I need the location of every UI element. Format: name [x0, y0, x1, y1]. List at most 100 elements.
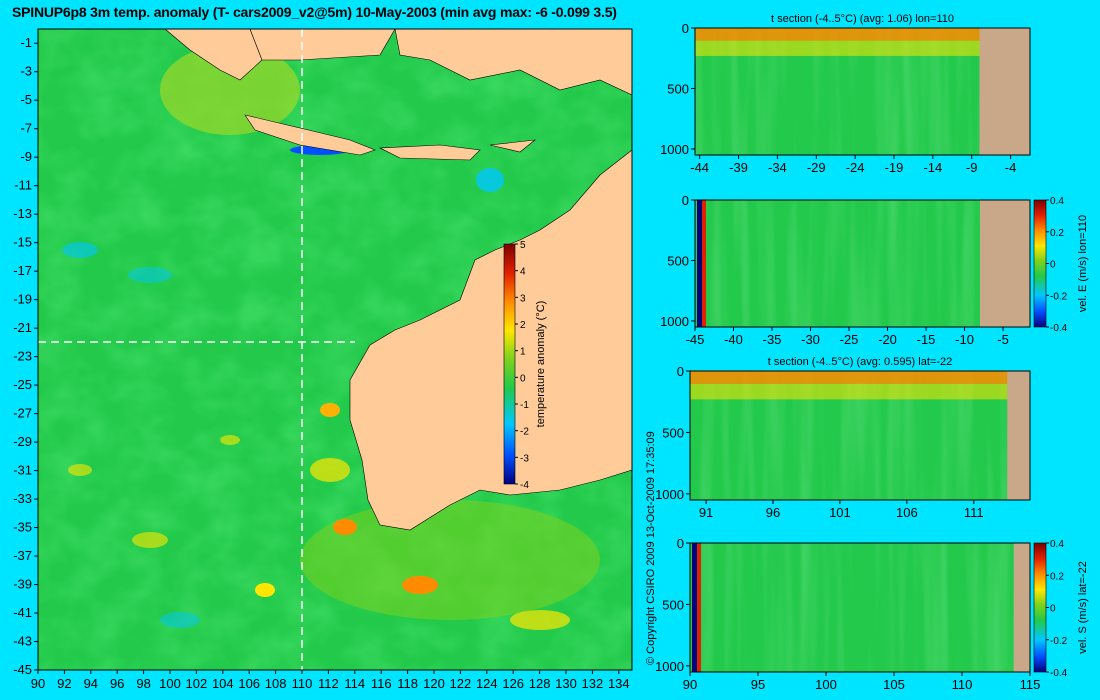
section-y-tick-label: 0 — [677, 364, 684, 379]
section-y-tick-label: 0 — [682, 21, 689, 36]
section-colorbar-tick-label: -0.4 — [1050, 323, 1068, 334]
section-land-mask — [1013, 543, 1030, 672]
map-colorbar-tick-label: -1 — [520, 400, 529, 411]
map-colorbar-tick-label: 3 — [520, 293, 526, 304]
section-x-tick-label: 100 — [815, 677, 837, 692]
section-frame — [694, 199, 1031, 328]
map-x-tick-label: 96 — [110, 676, 124, 691]
section-y-tick-label: 1000 — [660, 314, 689, 329]
map-x-tick-label: 104 — [212, 676, 234, 691]
section-x-tick-label: 96 — [766, 505, 780, 520]
section-x-tick-label: -5 — [997, 332, 1009, 347]
section-colorbar-tick-label: 0 — [1050, 260, 1056, 271]
map-colorbar-tick-label: 5 — [520, 240, 526, 251]
section-frame — [689, 370, 1031, 501]
map-x-tick-label: 134 — [608, 676, 630, 691]
section-frame — [689, 542, 1031, 673]
map-y-tick-label: -25 — [13, 377, 32, 392]
section-thermocline — [690, 383, 1030, 400]
section-frame — [694, 27, 1031, 156]
section-x-tick-label: -29 — [807, 160, 826, 175]
land-java — [244, 114, 376, 156]
section-colorbar-tick-label: -0.4 — [1050, 668, 1068, 679]
section-x-tick-label: -9 — [966, 160, 978, 175]
map-y-tick-label: -7 — [20, 121, 32, 136]
section-texture — [695, 200, 1030, 327]
section-edge-current — [697, 200, 702, 327]
map-y-tick-label: -15 — [13, 235, 32, 250]
map-y-tick-label: -3 — [20, 64, 32, 79]
map-x-tick-label: 124 — [476, 676, 498, 691]
map-x-tick-label: 116 — [371, 676, 392, 691]
section-y-tick-label: 0 — [682, 193, 689, 208]
map-y-tick-label: -23 — [13, 349, 32, 364]
map-x-tick-label: 102 — [186, 676, 208, 691]
map-x-tick-label: 120 — [423, 676, 445, 691]
section-section_velE_lon110: -45 -40 -35 -30 -25 -20 -15 -10 -5 0 500 1000 0.4 0.2… — [660, 193, 1089, 347]
section-y-tick-label: 1000 — [655, 487, 684, 502]
section-x-tick-label: -4 — [1005, 160, 1017, 175]
map-y-tick-label: -45 — [13, 662, 32, 677]
map-colorbar-tick-label: 1 — [520, 347, 526, 358]
map-y-tick-label: -5 — [20, 92, 32, 107]
section-land-mask — [979, 28, 1030, 155]
section-x-tick-label: -44 — [690, 160, 709, 175]
map-y-tick-label: -39 — [13, 577, 32, 592]
map-y-tick-label: -17 — [13, 263, 32, 278]
section-colorbar-tick-label: 0.4 — [1050, 196, 1064, 207]
section-x-tick-label: -25 — [840, 332, 859, 347]
section-panels: t section (-4..5°C) (avg: 1.06) lon=110 -… — [655, 13, 1089, 692]
section-x-tick-label: 111 — [964, 505, 984, 520]
map-y-tick-label: -9 — [20, 149, 32, 164]
section-colorbar-tick-label: 0.4 — [1050, 539, 1064, 550]
section-x-tick-label: 91 — [699, 505, 713, 520]
section-x-tick-label: -20 — [878, 332, 897, 347]
map-y-tick-label: -1 — [20, 35, 32, 50]
map-colorbar-tick-label: 0 — [520, 373, 526, 384]
section-thermocline — [695, 40, 1030, 56]
section-y-tick-label: 500 — [662, 425, 684, 440]
map-y-tick-label: -35 — [13, 520, 32, 535]
map-colorbar-label: temperature anomaly (°C) — [535, 301, 547, 428]
land-timor — [489, 139, 536, 153]
section-x-tick-label: -15 — [917, 332, 936, 347]
map-x-tick-label: 122 — [450, 676, 472, 691]
map-colorbar-tick-label: 4 — [520, 267, 526, 278]
land-borneo — [249, 28, 396, 61]
map-y-tick-label: -11 — [14, 178, 32, 193]
map-x-tick-label: 118 — [397, 676, 418, 691]
map-x-tick-label: 114 — [344, 676, 365, 691]
land-masses — [164, 28, 633, 531]
section-colorbar-tick-label: -0.2 — [1050, 636, 1068, 647]
map-x-tick-label: 100 — [159, 676, 181, 691]
map-x-tick-label: 128 — [529, 676, 551, 691]
section-colorbar-label: vel. S (m/s) lat=-22 — [1077, 561, 1089, 654]
section-section_velS_lat-22: 90 95 100 105 110 115 0 500 1000 0.4 0.2 0 -0.2 -0.4 v… — [655, 536, 1089, 692]
section-x-tick-label: -30 — [801, 332, 820, 347]
section-x-tick-label: -19 — [885, 160, 904, 175]
section-x-tick-label: 101 — [829, 505, 851, 520]
section-section_t_lat-22: t section (-4..5°C) (avg: 0.595) lat=-22… — [655, 356, 1031, 520]
section-y-tick-label: 500 — [662, 597, 684, 612]
map-x-tick-label: 98 — [136, 676, 150, 691]
map-x-tick-label: 112 — [318, 676, 339, 691]
map-x-tick-label: 126 — [502, 676, 524, 691]
section-x-tick-label: 105 — [883, 677, 905, 692]
map-y-tick-label: -43 — [13, 634, 32, 649]
copyright-text: © Copyright CSIRO 2009 13-Oct-2009 17:35… — [645, 431, 657, 665]
section-y-tick-label: 0 — [677, 536, 684, 551]
map-x-tick-label: 92 — [57, 676, 71, 691]
section-x-tick-label: -34 — [768, 160, 787, 175]
section-title: t section (-4..5°C) (avg: 1.06) lon=110 — [771, 13, 954, 25]
section-y-tick-label: 1000 — [655, 659, 684, 674]
section-texture — [690, 543, 1030, 672]
section-y-tick-label: 500 — [667, 253, 689, 268]
map-y-tick-label: -41 — [13, 605, 32, 620]
map-y-tick-label: -13 — [13, 206, 32, 221]
figure-title: SPINUP6p8 3m temp. anomaly (T- cars2009_… — [12, 4, 617, 20]
section-x-tick-label: -40 — [724, 332, 743, 347]
warm-anomaly-patches — [68, 45, 600, 630]
section-x-tick-label: 106 — [896, 505, 918, 520]
section-colorbar-tick-label: -0.2 — [1050, 291, 1068, 302]
section-x-tick-label: 115 — [1020, 677, 1041, 692]
